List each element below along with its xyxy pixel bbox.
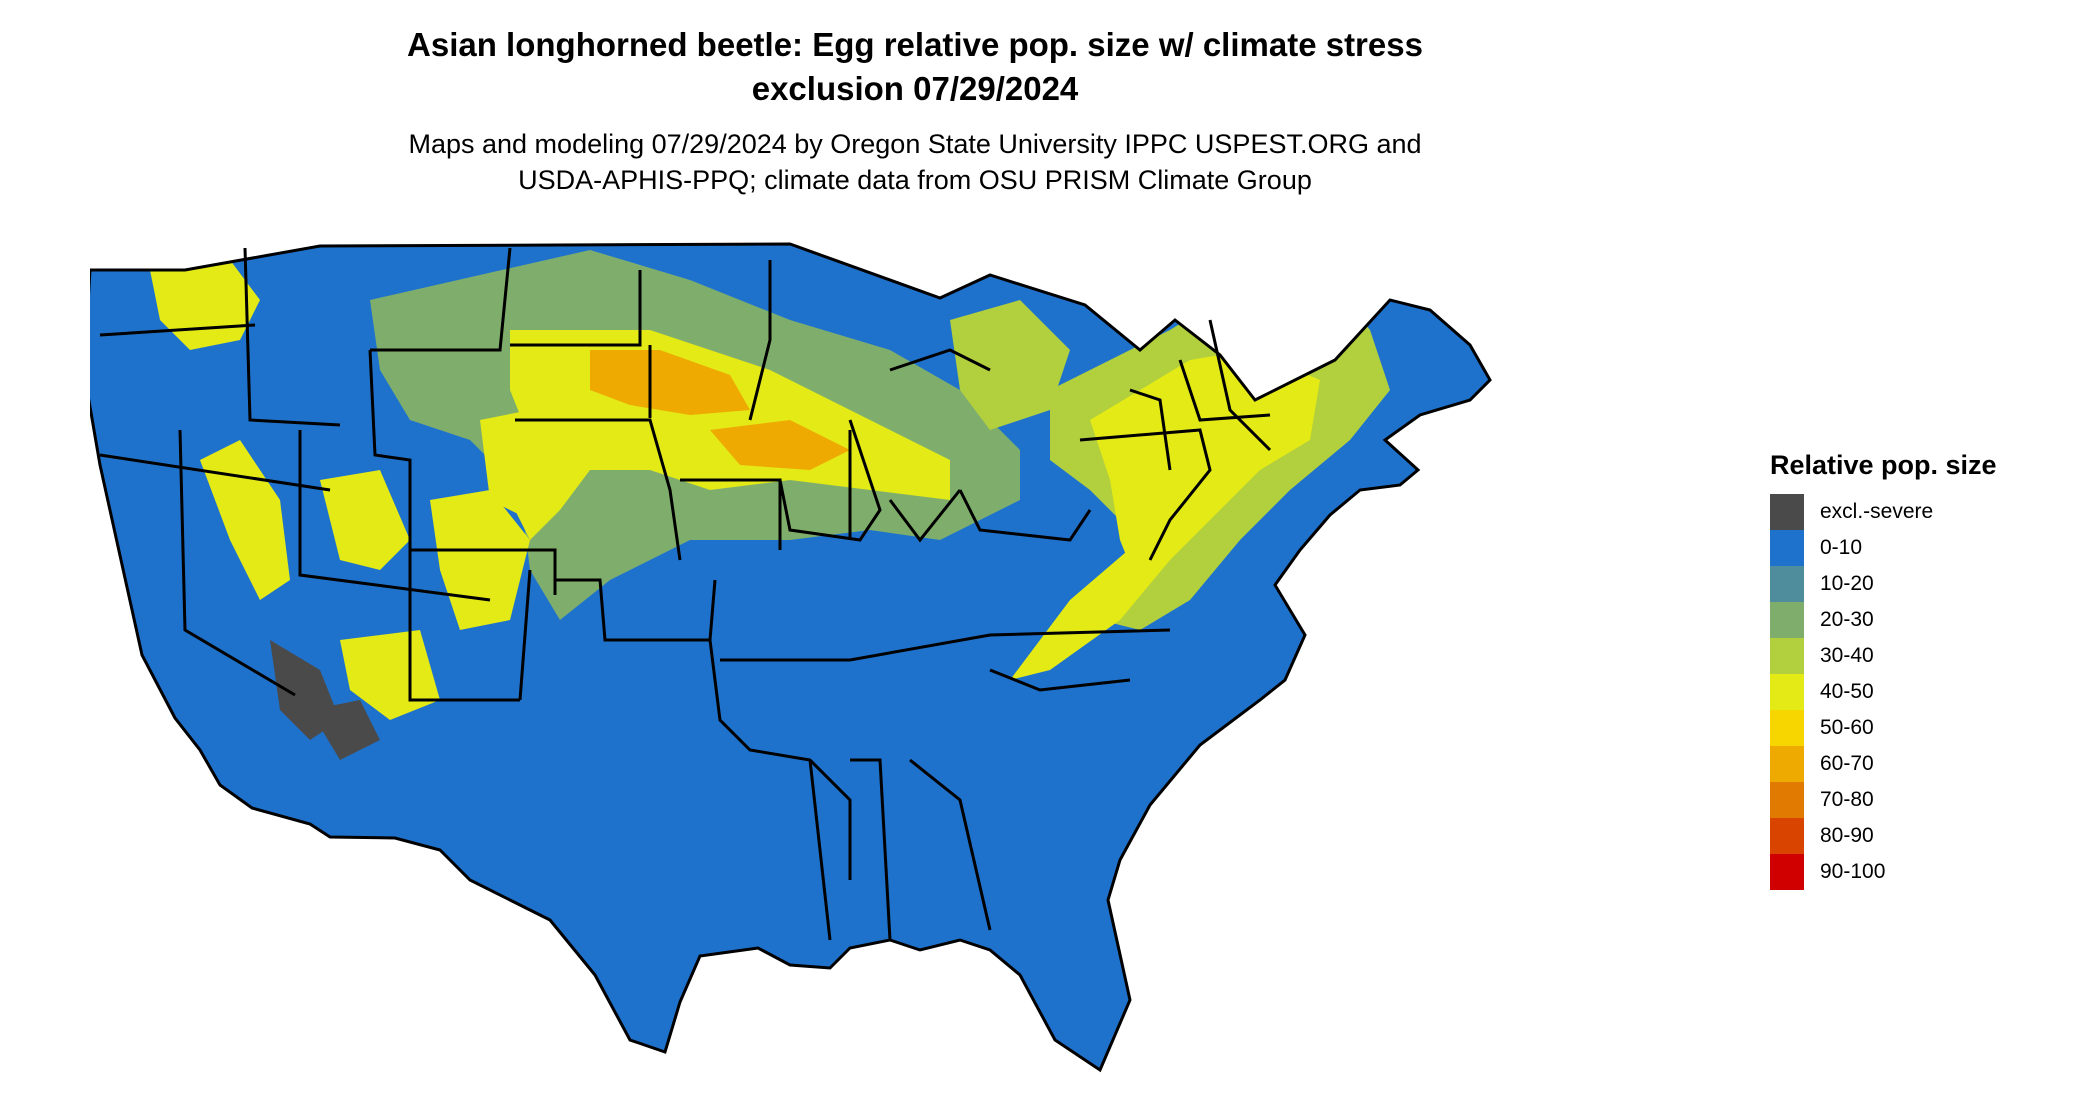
legend-label: 70-80 (1820, 788, 1874, 811)
legend-label: 60-70 (1820, 752, 1874, 775)
us-risk-map (90, 242, 1492, 1072)
legend-label: 20-30 (1820, 608, 1874, 631)
legend-swatch (1770, 710, 1804, 746)
legend-label: 50-60 (1820, 716, 1874, 739)
legend-item: 30-40 (1770, 638, 2090, 674)
legend-label: excl.-severe (1820, 500, 1934, 523)
legend-swatch (1770, 638, 1804, 674)
legend-swatch (1770, 854, 1804, 890)
legend-item: 10-20 (1770, 566, 2090, 602)
legend-item: 90-100 (1770, 854, 2090, 890)
legend-items: excl.-severe 0-10 10-20 20-30 30-40 40-50 50-6… (1770, 494, 2090, 890)
suitability-zones (150, 250, 1390, 760)
zone-michigan-band (950, 300, 1070, 430)
map-legend: Relative pop. size excl.-severe 0-10 10-20… (1770, 448, 2090, 890)
legend-item: 60-70 (1770, 746, 2090, 782)
zone-west-patch-3 (320, 470, 410, 570)
legend-swatch (1770, 746, 1804, 782)
legend-label: 0-10 (1820, 536, 1863, 559)
legend-item: 40-50 (1770, 674, 2090, 710)
legend-item: 0-10 (1770, 530, 2090, 566)
legend-swatch (1770, 602, 1804, 638)
legend-label: 90-100 (1820, 860, 1886, 883)
legend-item: 70-80 (1770, 782, 2090, 818)
legend-swatch (1770, 530, 1804, 566)
legend-item: excl.-severe (1770, 494, 2090, 530)
zone-iowa-hot (710, 420, 850, 470)
map-title-line2: exclusion 07/29/2024 (751, 70, 1079, 107)
zone-plains-hot (590, 350, 750, 415)
zone-arizona-exclusion (310, 700, 380, 760)
legend-title: Relative pop. size (1770, 450, 1997, 480)
map-subtitle-line2: USDA-APHIS-PPQ; climate data from OSU PR… (518, 165, 1312, 195)
zone-colorado-front (480, 410, 550, 520)
legend-swatch (1770, 674, 1804, 710)
legend-item: 50-60 (1770, 710, 2090, 746)
legend-label: 30-40 (1820, 644, 1874, 667)
legend-swatch (1770, 566, 1804, 602)
map-subtitle-line1: Maps and modeling 07/29/2024 by Oregon S… (408, 129, 1422, 159)
legend-label: 10-20 (1820, 572, 1874, 595)
legend-label: 40-50 (1820, 680, 1874, 703)
legend-swatch (1770, 818, 1804, 854)
legend-item: 20-30 (1770, 602, 2090, 638)
map-title-line1: Asian longhorned beetle: Egg relative po… (407, 26, 1423, 63)
legend-item: 80-90 (1770, 818, 2090, 854)
zone-west-patch-5 (340, 630, 440, 720)
legend-swatch (1770, 494, 1804, 530)
zone-west-patch-2 (200, 440, 290, 600)
state-borders (90, 242, 1492, 1072)
zone-northeast-core (1090, 350, 1320, 590)
legend-label: 80-90 (1820, 824, 1874, 847)
legend-swatch (1770, 782, 1804, 818)
zone-appalachian (1010, 540, 1170, 680)
